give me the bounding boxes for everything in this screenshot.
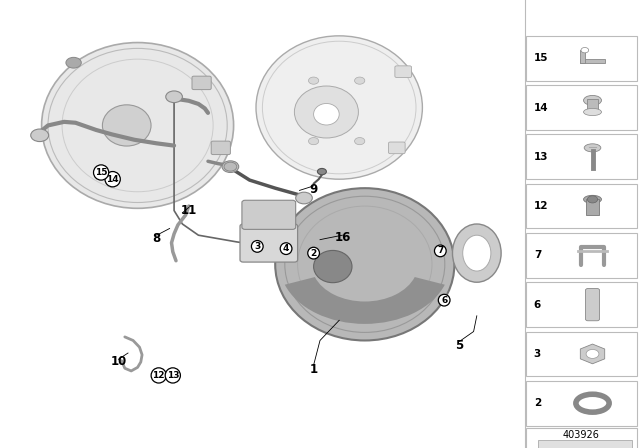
Circle shape [581, 47, 589, 53]
Text: 13: 13 [166, 371, 179, 380]
Ellipse shape [275, 188, 454, 340]
Text: 15: 15 [95, 168, 108, 177]
Text: 12: 12 [152, 371, 165, 380]
Bar [526, 381, 637, 426]
Circle shape [588, 196, 598, 203]
Circle shape [224, 162, 237, 171]
FancyBboxPatch shape [586, 289, 600, 321]
Text: 403926: 403926 [563, 430, 600, 439]
Polygon shape [538, 440, 632, 448]
Text: 13: 13 [534, 152, 548, 162]
Bar [526, 428, 637, 448]
Text: 7: 7 [534, 250, 541, 260]
FancyBboxPatch shape [388, 142, 405, 154]
Bar [526, 233, 637, 278]
Text: 7: 7 [437, 246, 444, 255]
Text: 15: 15 [534, 53, 548, 63]
Circle shape [308, 77, 319, 84]
Bar [580, 59, 605, 63]
Polygon shape [580, 344, 605, 364]
Text: 9: 9 [310, 182, 317, 196]
Circle shape [355, 138, 365, 145]
Text: 3: 3 [254, 242, 260, 251]
FancyBboxPatch shape [211, 141, 230, 155]
Circle shape [222, 161, 239, 172]
Bar [526, 134, 637, 179]
Ellipse shape [584, 195, 602, 203]
Ellipse shape [463, 235, 491, 271]
Text: 6: 6 [534, 300, 541, 310]
Text: 8: 8 [153, 232, 161, 245]
Bar [526, 36, 637, 81]
Bar [526, 282, 637, 327]
Bar [526, 85, 637, 130]
Bar [526, 184, 637, 228]
Ellipse shape [314, 250, 352, 283]
Circle shape [308, 138, 319, 145]
Text: 2: 2 [534, 398, 541, 408]
Circle shape [31, 129, 49, 142]
Ellipse shape [256, 36, 422, 179]
Circle shape [296, 192, 312, 204]
Text: 11: 11 [180, 204, 197, 217]
Ellipse shape [584, 144, 601, 152]
FancyBboxPatch shape [192, 76, 211, 90]
Text: 14: 14 [106, 175, 119, 184]
Text: 16: 16 [334, 231, 351, 244]
Ellipse shape [584, 108, 602, 116]
Ellipse shape [42, 43, 234, 208]
Circle shape [586, 349, 599, 358]
Ellipse shape [584, 95, 602, 105]
Text: 2: 2 [310, 249, 317, 258]
Bar [588, 99, 598, 110]
Text: 14: 14 [534, 103, 548, 112]
Ellipse shape [314, 103, 339, 125]
Bar [580, 50, 585, 63]
Text: 12: 12 [534, 201, 548, 211]
Circle shape [66, 57, 81, 68]
Text: 6: 6 [441, 296, 447, 305]
Ellipse shape [317, 168, 326, 175]
FancyBboxPatch shape [242, 200, 296, 229]
Bar [526, 332, 637, 376]
Text: 4: 4 [283, 244, 289, 253]
Text: 10: 10 [110, 355, 127, 369]
Text: 3: 3 [534, 349, 541, 359]
Text: 5: 5 [456, 339, 463, 353]
Circle shape [355, 77, 365, 84]
Ellipse shape [294, 86, 358, 138]
Circle shape [166, 91, 182, 103]
Wedge shape [285, 277, 445, 324]
FancyBboxPatch shape [395, 66, 412, 78]
FancyBboxPatch shape [240, 224, 298, 262]
Ellipse shape [452, 224, 501, 282]
Bar [586, 199, 599, 215]
Text: 1: 1 [310, 363, 317, 376]
Ellipse shape [102, 105, 151, 146]
